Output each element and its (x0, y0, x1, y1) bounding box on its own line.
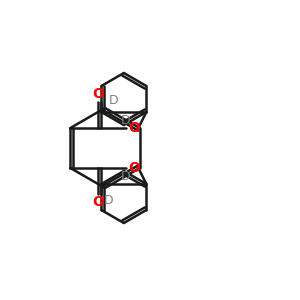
Text: O: O (128, 121, 140, 135)
Text: O: O (92, 195, 104, 209)
Text: O: O (92, 87, 104, 101)
Text: O: O (128, 161, 140, 175)
Text: D: D (104, 194, 114, 208)
Text: D: D (121, 113, 130, 127)
Text: D: D (109, 94, 119, 106)
Text: D: D (121, 169, 130, 182)
